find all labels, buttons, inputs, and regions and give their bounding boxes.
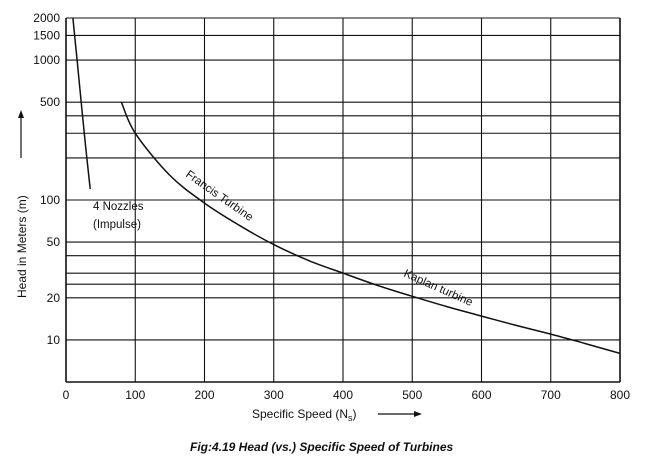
y-tick-label-50: 50	[47, 235, 61, 249]
x-tick-label-700: 700	[541, 388, 561, 402]
x-tick-label-300: 300	[264, 388, 284, 402]
figure-caption: Fig:4.19 Head (vs.) Specific Speed of Tu…	[190, 440, 454, 454]
y-tick-label-1500: 1500	[33, 28, 60, 42]
x-axis-label: Specific Speed (Ns)	[252, 407, 357, 423]
x-tick-label-400: 400	[333, 388, 353, 402]
curves	[72, 17, 621, 355]
y-tick-label-10: 10	[47, 333, 61, 347]
x-axis-label-main: Specific Speed (N	[252, 407, 348, 421]
tick-labels: 0 100 200 300 400 500 600 700 800 10 20 50 100 500 100…	[33, 11, 630, 402]
grid	[65, 17, 621, 383]
y-tick-label-20: 20	[47, 291, 61, 305]
series-label-nozzles-line1: 4 Nozzles	[93, 201, 144, 213]
x-axis-label-subscript: s	[348, 413, 353, 423]
y-axis-arrow	[18, 110, 24, 158]
y-tick-label-500: 500	[40, 95, 60, 109]
nozzles-curve	[72, 17, 91, 189]
x-tick-label-100: 100	[125, 388, 145, 402]
francis-curve	[120, 101, 621, 355]
y-tick-label-2000: 2000	[33, 11, 60, 25]
x-axis-label-close: )	[353, 407, 357, 421]
x-tick-label-200: 200	[194, 388, 214, 402]
y-tick-label-100: 100	[40, 193, 60, 207]
y-tick-label-1000: 1000	[33, 53, 60, 67]
x-tick-label-500: 500	[402, 388, 422, 402]
x-tick-label-600: 600	[471, 388, 491, 402]
x-tick-label-800: 800	[610, 388, 630, 402]
y-axis-label: Head in Meters (m)	[15, 195, 29, 298]
series-label-nozzles-line2: (Impulse)	[93, 219, 141, 231]
x-tick-label-0: 0	[63, 388, 70, 402]
x-axis-arrow	[378, 411, 422, 417]
